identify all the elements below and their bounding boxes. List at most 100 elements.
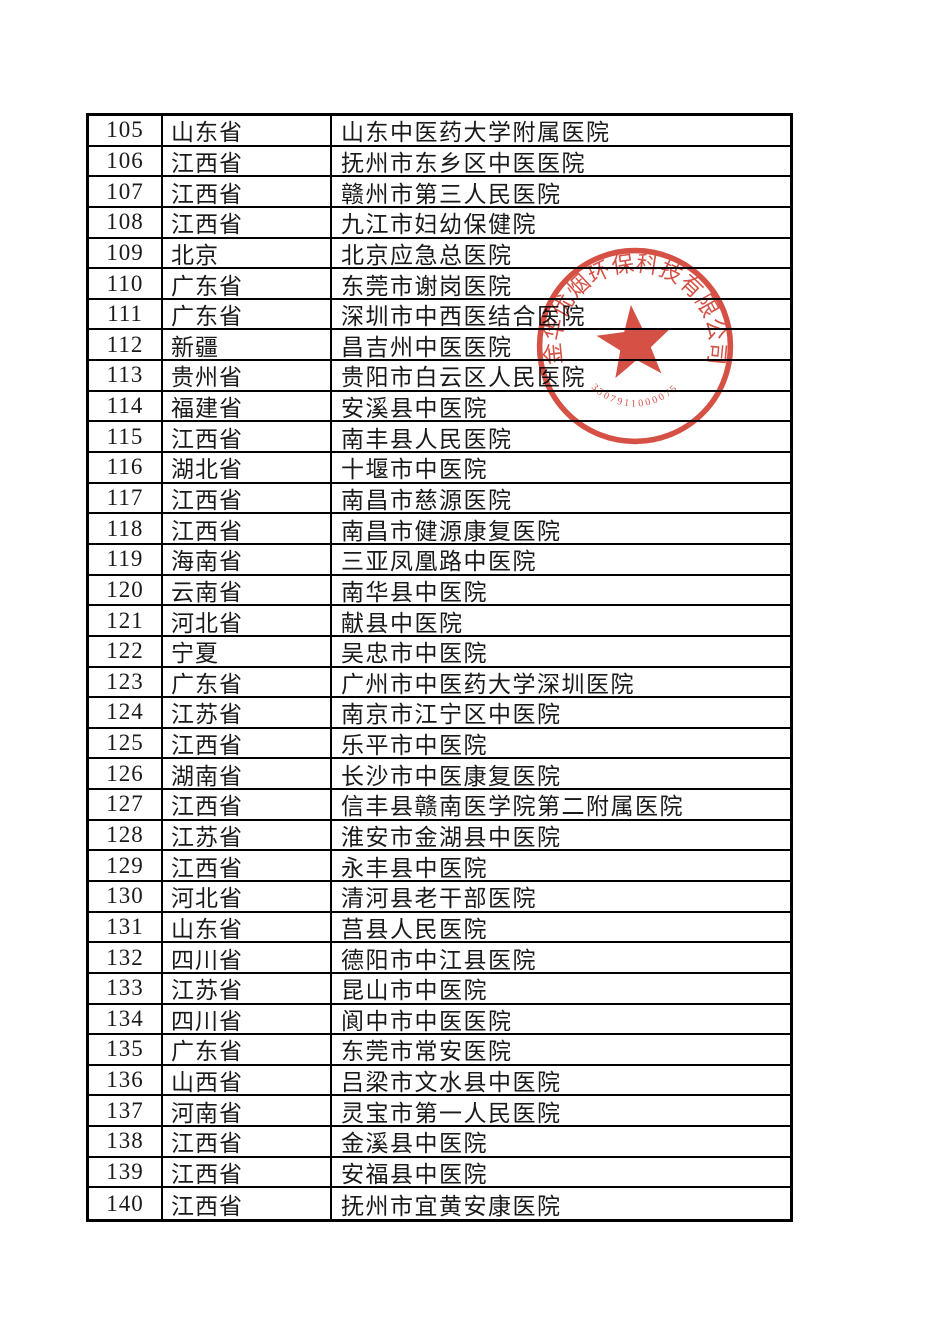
hospital-name-cell: 南丰县人民医院	[341, 426, 513, 452]
hospital-name-cell: 乐平市中医院	[341, 733, 488, 758]
row-number-cell: 123	[89, 667, 163, 697]
hospital-name-cell: 北京应急总医院	[341, 242, 513, 268]
row-number-cell: 116	[89, 453, 163, 482]
table-row: 138 江西省 金溪县中医院	[89, 1127, 790, 1158]
hospital-name-cell: 吕梁市文水县中医院	[341, 1070, 562, 1095]
province-cell: 山西省	[163, 1065, 332, 1095]
row-number-cell: 108	[89, 207, 163, 237]
province-cell: 江西省	[163, 851, 332, 880]
table-row: 121 河北省 献县中医院	[89, 606, 790, 637]
hospital-name-cell: 阆中市中医医院	[341, 1008, 513, 1034]
province-cell: 江西省	[163, 177, 332, 206]
row-number-cell: 115	[89, 422, 163, 452]
table-row: 125 江西省 乐平市中医院	[89, 728, 790, 760]
province-cell: 江苏省	[163, 698, 332, 727]
hospital-name-cell: 东莞市谢岗医院	[341, 273, 513, 298]
table-row: 119 海南省 三亚凤凰路中医院	[89, 544, 790, 576]
hospital-name-cell: 十堰市中医院	[341, 457, 488, 482]
hospital-name-cell: 昆山市中医院	[341, 978, 488, 1003]
hospital-table: 105 山东省 山东中医药大学附属医院 106 江西省 抚州市东乡区中医医院 1…	[86, 113, 793, 1222]
table-row: 126 湖南省 长沙市中医康复医院	[89, 759, 790, 791]
row-number-cell: 117	[89, 483, 163, 513]
row-number-cell: 139	[89, 1157, 163, 1187]
hospital-name-cell: 九江市妇幼保健院	[341, 212, 537, 237]
table-row: 122 宁夏 吴忠市中医院	[89, 636, 790, 668]
hospital-name-cell: 赣州市第三人民医院	[341, 181, 562, 206]
province-cell: 广东省	[163, 667, 332, 697]
table-row: 134 四川省 阆中市中医医院	[89, 1004, 790, 1036]
table-row: 106 江西省 抚州市东乡区中医医院	[89, 146, 790, 178]
hospital-name-cell: 南华县中医院	[341, 579, 488, 605]
table-row: 130 河北省 清河县老干部医院	[89, 881, 790, 913]
province-cell: 江苏省	[163, 973, 332, 1003]
row-number-cell: 127	[89, 790, 163, 819]
row-number-cell: 131	[89, 912, 163, 942]
table-row: 136 山西省 吕梁市文水县中医院	[89, 1065, 790, 1097]
hospital-name-cell: 山东中医药大学附属医院	[341, 120, 611, 145]
row-number-cell: 121	[89, 606, 163, 635]
row-number-cell: 133	[89, 973, 163, 1003]
table-row: 140 江西省 抚州市宜黄安康医院	[89, 1188, 790, 1219]
row-number-cell: 107	[89, 177, 163, 206]
province-cell: 河北省	[163, 606, 332, 635]
row-number-cell: 118	[89, 514, 163, 543]
table-row: 110 广东省 东莞市谢岗医院	[89, 269, 790, 300]
hospital-name-cell: 吴忠市中医院	[341, 641, 488, 666]
hospital-name-cell: 广州市中医药大学深圳医院	[341, 671, 635, 697]
row-number-cell: 132	[89, 943, 163, 972]
table-row: 123 广东省 广州市中医药大学深圳医院	[89, 667, 790, 699]
row-number-cell: 129	[89, 851, 163, 880]
province-cell: 江西省	[163, 422, 332, 452]
province-cell: 江西省	[163, 207, 332, 237]
table-row: 108 江西省 九江市妇幼保健院	[89, 207, 790, 239]
table-row: 112 新疆 昌吉州中医医院	[89, 330, 790, 362]
hospital-name-cell: 安溪县中医院	[341, 396, 488, 421]
hospital-name-cell: 三亚凤凰路中医院	[341, 549, 537, 574]
table-row: 107 江西省 赣州市第三人民医院	[89, 177, 790, 208]
province-cell: 四川省	[163, 943, 332, 972]
hospital-name-cell: 深圳市中西医结合医院	[341, 304, 586, 329]
row-number-cell: 114	[89, 391, 163, 421]
province-cell: 新疆	[163, 330, 332, 360]
row-number-cell: 119	[89, 544, 163, 574]
row-number-cell: 128	[89, 820, 163, 850]
province-cell: 云南省	[163, 575, 332, 605]
hospital-name-cell: 抚州市宜黄安康医院	[341, 1193, 562, 1219]
hospital-name-cell: 长沙市中医康复医院	[341, 763, 562, 789]
row-number-cell: 134	[89, 1004, 163, 1034]
hospital-name-cell: 信丰县赣南医学院第二附属医院	[341, 794, 684, 819]
row-number-cell: 136	[89, 1065, 163, 1095]
hospital-name-cell: 清河县老干部医院	[341, 886, 537, 911]
table-row: 116 湖北省 十堰市中医院	[89, 453, 790, 484]
table-row: 128 江苏省 淮安市金湖县中医院	[89, 820, 790, 852]
hospital-name-cell: 南昌市健源康复医院	[341, 518, 562, 543]
hospital-name-cell: 抚州市东乡区中医医院	[341, 150, 586, 176]
province-cell: 福建省	[163, 391, 332, 421]
row-number-cell: 112	[89, 330, 163, 360]
table-row: 131 山东省 莒县人民医院	[89, 912, 790, 944]
row-number-cell: 110	[89, 269, 163, 298]
table-row: 137 河南省 灵宝市第一人民医院	[89, 1096, 790, 1128]
table-row: 111 广东省 深圳市中西医结合医院	[89, 299, 790, 331]
province-cell: 广东省	[163, 299, 332, 329]
hospital-name-cell: 莒县人民医院	[341, 916, 488, 942]
row-number-cell: 138	[89, 1127, 163, 1156]
table-row: 109 北京 北京应急总医院	[89, 238, 790, 270]
row-number-cell: 135	[89, 1035, 163, 1064]
table-row: 124 江苏省 南京市江宁区中医院	[89, 698, 790, 729]
row-number-cell: 140	[89, 1188, 163, 1219]
row-number-cell: 111	[89, 299, 163, 329]
province-cell: 河北省	[163, 881, 332, 911]
province-cell: 江西省	[163, 1188, 332, 1219]
province-cell: 湖北省	[163, 453, 332, 482]
row-number-cell: 113	[89, 361, 163, 390]
table-row: 113 贵州省 贵阳市白云区人民医院	[89, 361, 790, 392]
province-cell: 广东省	[163, 269, 332, 298]
province-cell: 山东省	[163, 116, 332, 145]
row-number-cell: 137	[89, 1096, 163, 1126]
province-cell: 北京	[163, 238, 332, 268]
hospital-name-cell: 南京市江宁区中医院	[341, 702, 562, 727]
hospital-name-cell: 安福县中医院	[341, 1162, 488, 1187]
row-number-cell: 120	[89, 575, 163, 605]
